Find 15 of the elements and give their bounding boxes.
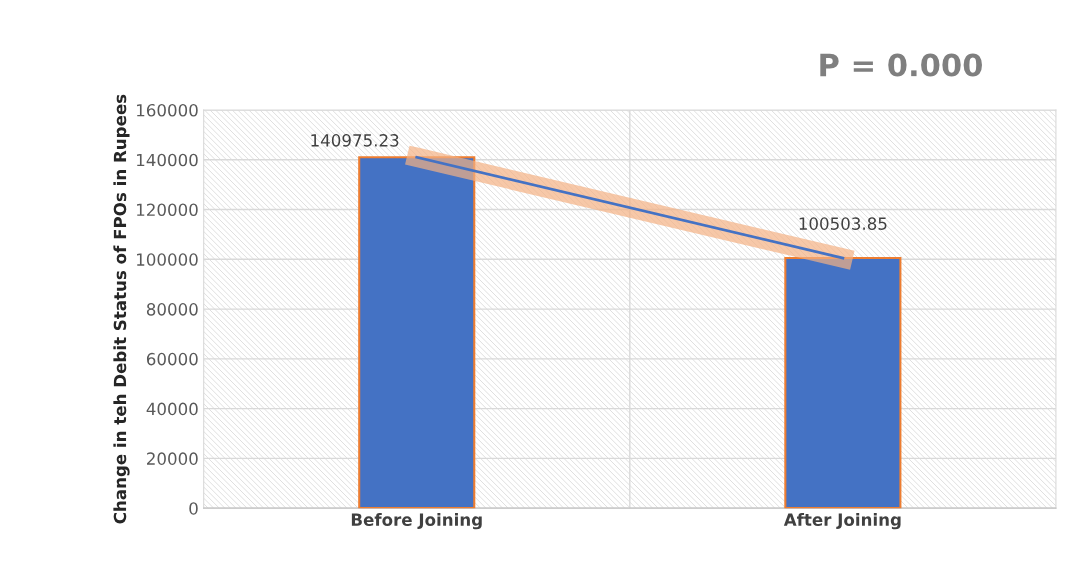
y-tick-label: 0 bbox=[189, 502, 198, 515]
y-tick-label: 60000 bbox=[146, 352, 198, 366]
y-tick-label: 100000 bbox=[137, 253, 198, 266]
x-tick-label: Before Joining bbox=[351, 513, 482, 530]
y-tick-label: 160000 bbox=[137, 103, 198, 117]
x-tick-label: After Joining bbox=[783, 513, 901, 530]
y-tick-label: 40000 bbox=[146, 402, 198, 416]
y-tick-label: 120000 bbox=[137, 203, 198, 217]
data-label: 140975.23 bbox=[311, 134, 399, 147]
text: P = 0.000 bbox=[820, 53, 982, 77]
y-axis-title: Change in teh Debit Status of FPOs in Rupees bbox=[113, 94, 130, 524]
y-tick-label: 80000 bbox=[146, 303, 198, 316]
y-tick-label: 140000 bbox=[137, 153, 198, 167]
y-tick-label: 20000 bbox=[147, 452, 198, 465]
data-label: 100503.85 bbox=[799, 217, 887, 230]
